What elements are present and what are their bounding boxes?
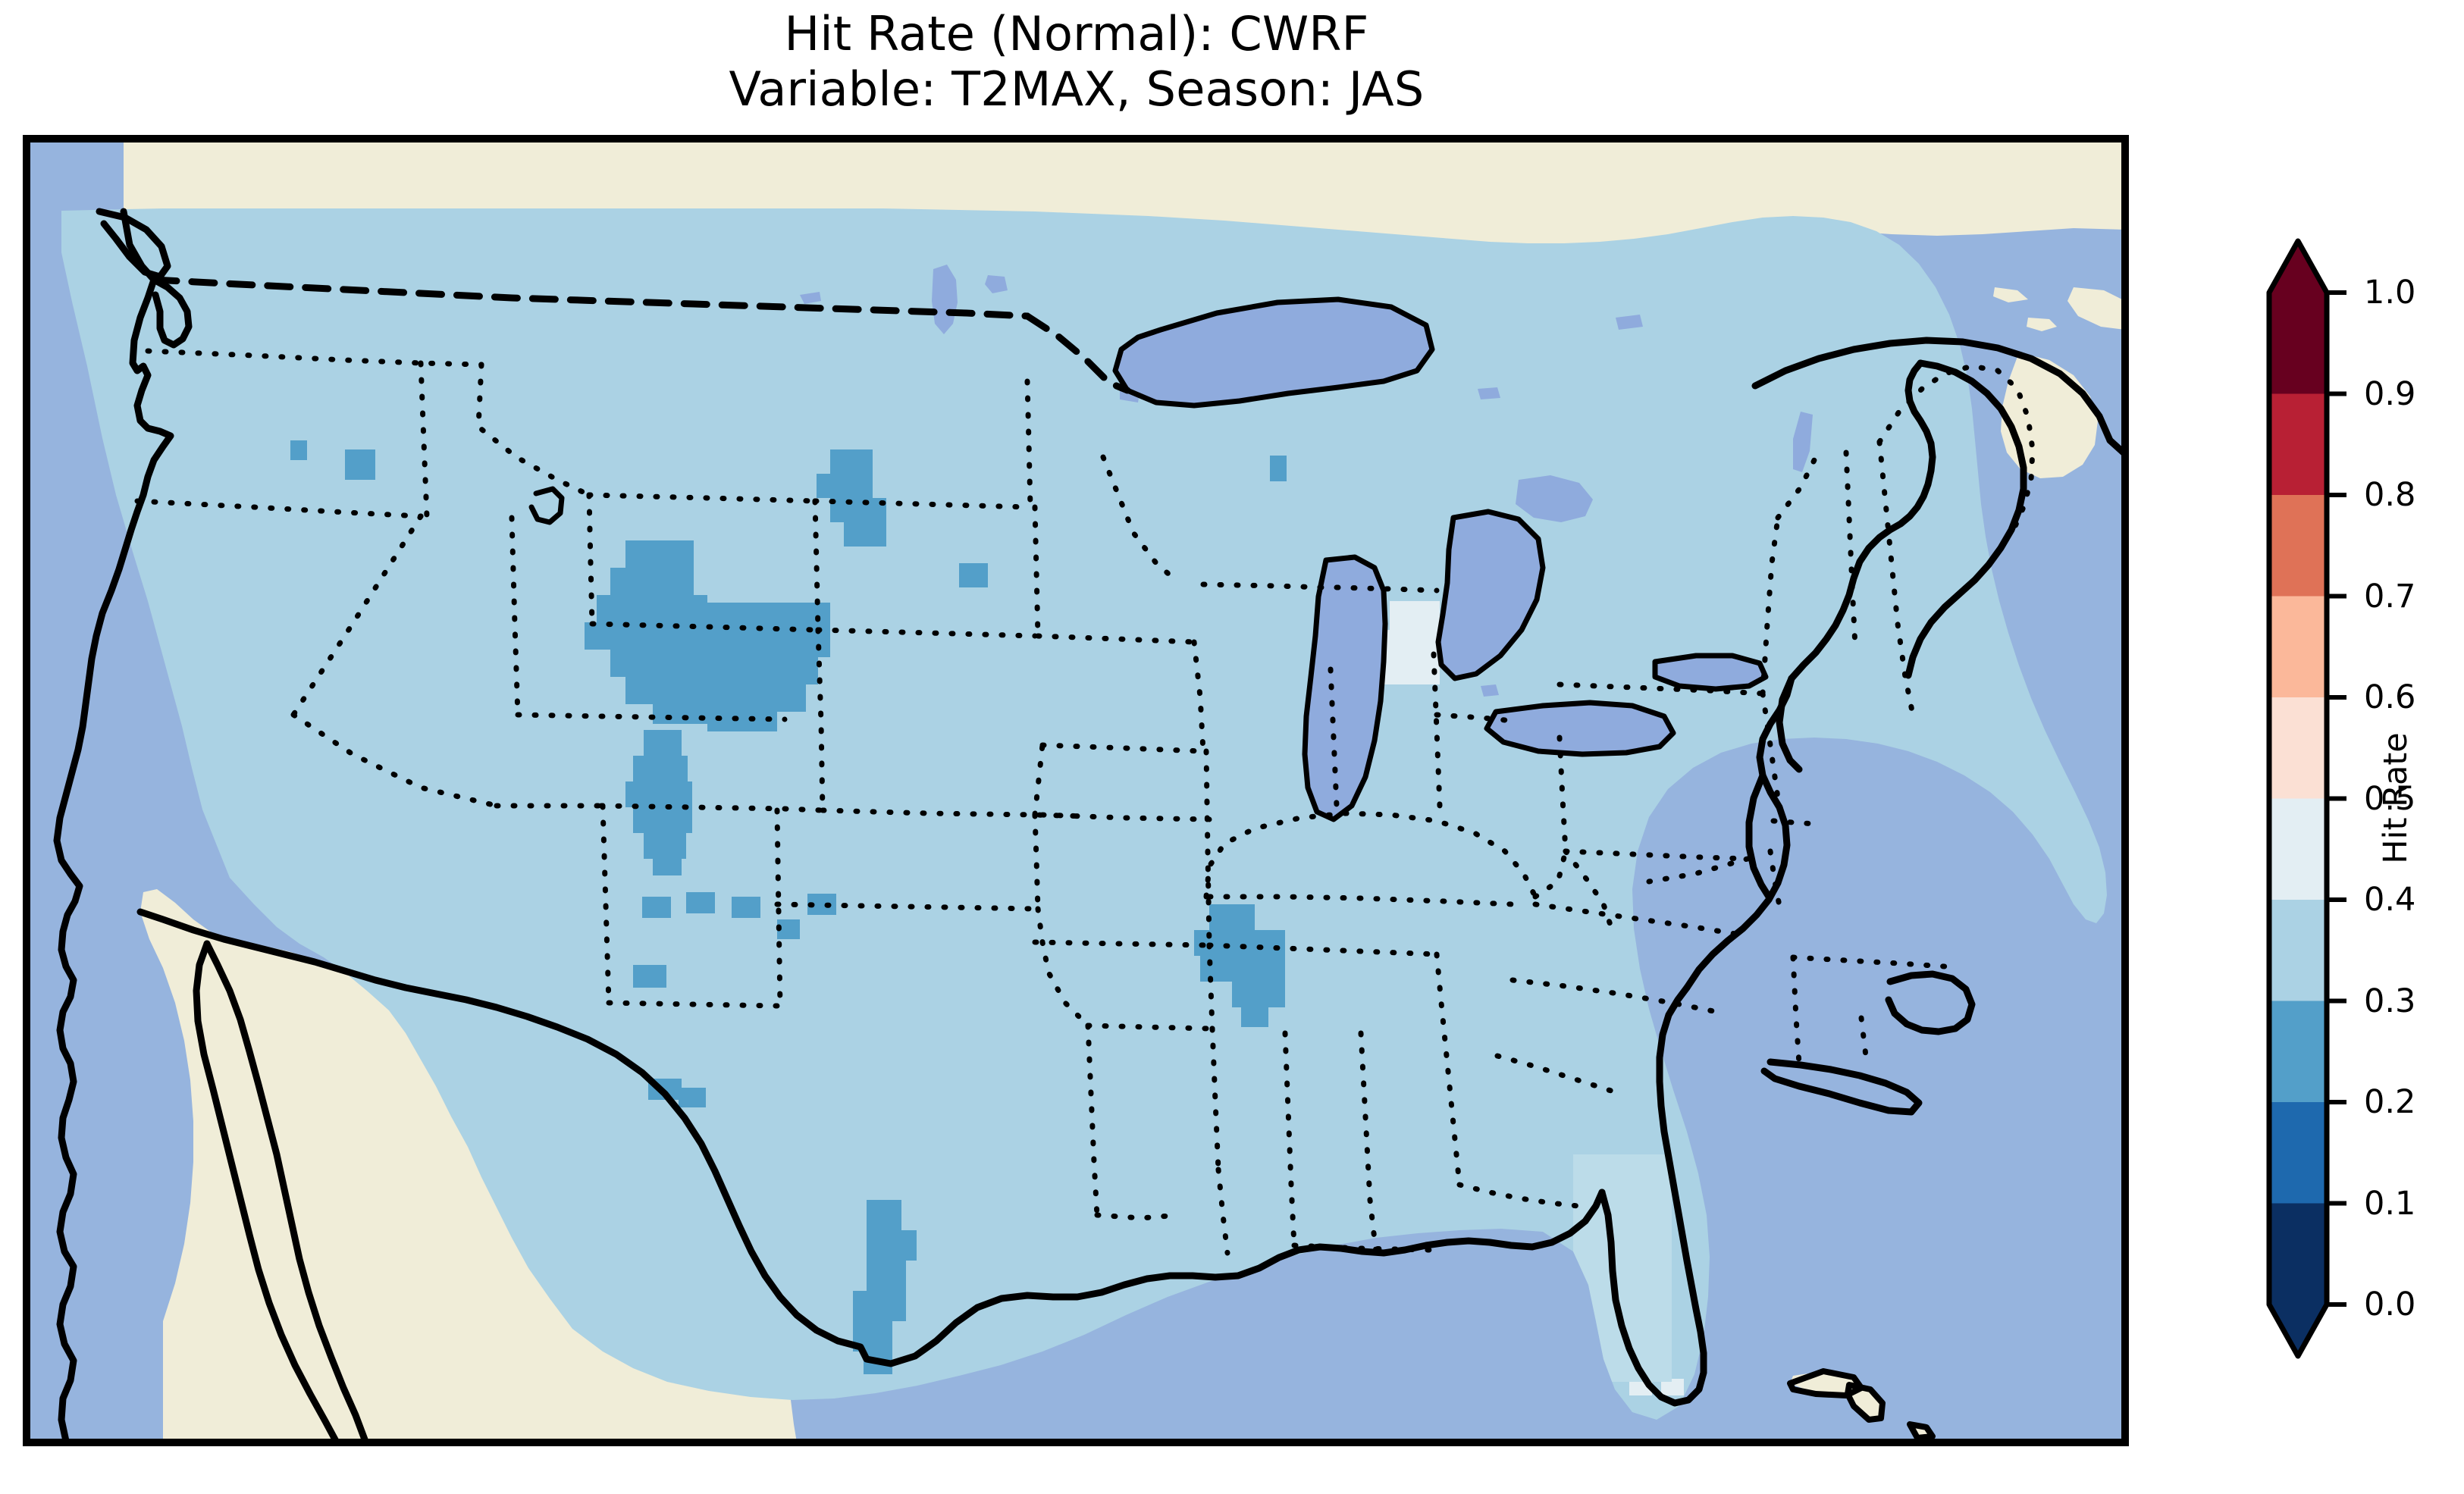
colorbar-band-3 xyxy=(2269,596,2327,698)
lake-ontario xyxy=(1655,656,1766,689)
lake-superior xyxy=(1115,299,1432,406)
colorbar-band-4 xyxy=(2269,697,2327,800)
lake-ontario-outline xyxy=(1652,653,1769,692)
prince-edward xyxy=(2027,318,2057,331)
colorbar-tick-label-0.7: 0.7 xyxy=(2364,577,2416,615)
baja-peninsula xyxy=(196,956,365,1442)
figure-title: Hit Rate (Normal): CWRF Variable: T2MAX,… xyxy=(0,6,2153,117)
colorbar-band-8 xyxy=(2269,1102,2327,1204)
colorbar-band-5 xyxy=(2269,798,2327,900)
colorbar-over-arrow xyxy=(2269,241,2327,293)
lake-erie xyxy=(1487,703,1673,754)
map-graphic xyxy=(27,139,2125,1442)
data-cells-0.2-0.3 xyxy=(290,440,1966,1374)
florida-coast xyxy=(1598,984,1707,1407)
state-borders xyxy=(134,348,2036,1256)
us-canada-border-east xyxy=(1024,312,1131,394)
atlantic-coast-south xyxy=(1683,675,1795,991)
baja-coast xyxy=(203,940,368,1442)
newfoundland-tip xyxy=(2067,287,2125,330)
lake-winnipeg xyxy=(932,265,958,334)
lake-erie-outline xyxy=(1484,700,1676,757)
title-line-2: Variable: T2MAX, Season: JAS xyxy=(729,61,1425,117)
colorbar-band-7 xyxy=(2269,1001,2327,1103)
colorbar-band-0 xyxy=(2269,293,2327,395)
lake-michigan xyxy=(1305,557,1385,819)
gulf-coast xyxy=(863,1189,1606,1367)
atlantic-coast-north xyxy=(1788,359,1936,682)
colorbar: 1.0 0.9 0.8 0.7 0.6 0.5 0.4 0.3 0.2 0.1 0.0 xyxy=(2266,238,2415,1359)
cape-cod xyxy=(1885,970,1976,1035)
colorbar-tick-label-1.0: 1.0 xyxy=(2364,274,2416,312)
colorbar-band-9 xyxy=(2269,1203,2327,1305)
colorbar-axis-label: Hit Rate xyxy=(2377,732,2415,864)
long-island-canada xyxy=(1993,287,2028,302)
colorbar-ticks xyxy=(2327,290,2346,1307)
maine-coast xyxy=(1904,359,2027,679)
long-island xyxy=(1760,1058,1923,1116)
colorbar-tick-label-0.0: 0.0 xyxy=(2364,1286,2416,1323)
lake-huron-outline xyxy=(1435,509,1546,681)
great-salt-lake xyxy=(528,486,565,525)
lake-st-clair xyxy=(1481,684,1499,697)
colorbar-tick-label-0.6: 0.6 xyxy=(2364,678,2416,716)
great-lakes xyxy=(800,265,1813,819)
coastlines xyxy=(53,208,2125,1442)
puget-sound xyxy=(150,276,193,349)
georgian-bay xyxy=(1516,475,1593,522)
canada-landmass xyxy=(124,139,2125,251)
colorbar-band-1 xyxy=(2269,393,2327,496)
baja-inner-coast xyxy=(193,940,340,1442)
colorbar-tick-label-0.8: 0.8 xyxy=(2364,476,2416,514)
colorbar-tick-label-0.3: 0.3 xyxy=(2364,982,2416,1020)
chesapeake-bay xyxy=(1745,772,1773,900)
colorbar-tick-label-0.2: 0.2 xyxy=(2364,1083,2416,1121)
colorbar-tick-label-0.1: 0.1 xyxy=(2364,1184,2416,1223)
small-lake-1 xyxy=(800,292,821,304)
st-lawrence xyxy=(1751,337,2114,444)
lake-huron xyxy=(1438,512,1543,678)
colorbar-tick-label-0.5: 0.5 xyxy=(2364,779,2416,818)
lake-champlain xyxy=(1793,412,1813,472)
title-line-1: Hit Rate (Normal): CWRF xyxy=(784,6,1369,61)
colorbar-under-arrow xyxy=(2269,1305,2327,1356)
us-mexico-border xyxy=(136,908,870,1363)
lake-canada-ne xyxy=(1616,315,1643,330)
colorbar-tick-label-0.4: 0.4 xyxy=(2364,881,2416,919)
colorbar-graphic xyxy=(2266,238,2346,1359)
delaware-bay xyxy=(1776,675,1803,773)
colorbar-tick-label-0.9: 0.9 xyxy=(2364,374,2416,413)
colorbar-band-2 xyxy=(2269,495,2327,597)
colorbar-bands xyxy=(2269,293,2327,1305)
map-plot-area xyxy=(23,135,2129,1446)
lake-michigan-outline xyxy=(1302,554,1388,822)
vancouver-island xyxy=(96,208,171,280)
great-slave-small xyxy=(1478,387,1500,399)
pacific-coast xyxy=(53,208,174,1442)
lake-superior-outline xyxy=(1112,296,1435,409)
colorbar-band-6 xyxy=(2269,900,2327,1002)
lake-of-woods xyxy=(985,275,1008,293)
